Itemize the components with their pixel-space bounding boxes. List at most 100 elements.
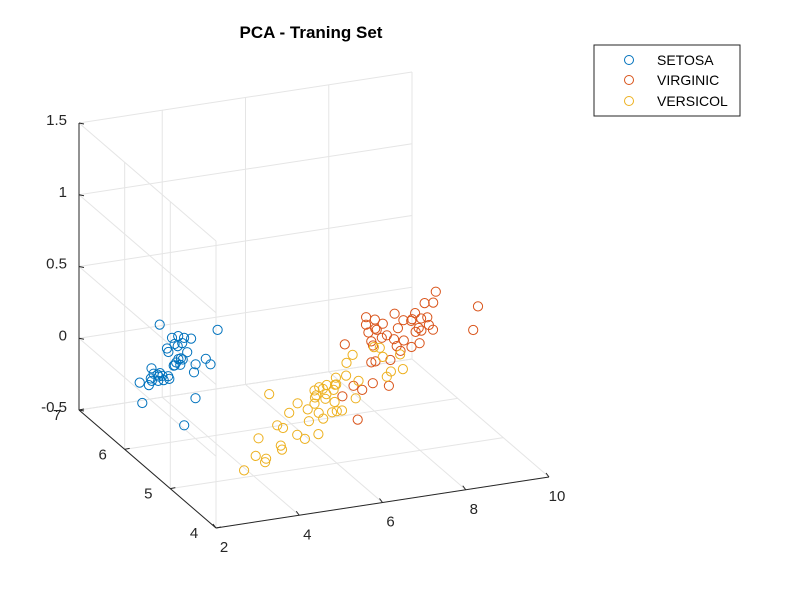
data-point-versicol: [250, 450, 261, 461]
data-point-versicol: [327, 407, 338, 418]
series-virginic: [337, 286, 484, 425]
data-point-virginic: [410, 326, 421, 337]
data-point-setosa: [157, 370, 168, 381]
data-point-versicol: [328, 384, 339, 395]
data-point-setosa: [179, 420, 190, 431]
data-point-versicol: [381, 371, 392, 382]
y-tick-label: 6: [98, 446, 106, 463]
x-tick-label: 10: [549, 488, 566, 505]
data-point-setosa: [154, 368, 166, 379]
data-point-virginic: [423, 319, 434, 331]
z-tick-mark: [78, 337, 85, 340]
gridline-floor-y: [170, 437, 504, 490]
z-tick-mark: [78, 266, 85, 268]
data-point-setosa: [177, 354, 188, 365]
data-point-versicol: [272, 420, 283, 431]
data-point-versicol: [309, 385, 320, 396]
data-point-virginic: [339, 339, 350, 350]
data-point-virginic: [360, 319, 372, 330]
data-point-versicol: [276, 444, 288, 455]
x-tick-mark: [212, 523, 217, 529]
gridline-left-z: [78, 194, 217, 314]
data-point-virginic: [422, 312, 433, 323]
legend-item-versicol: VERSICOL: [624, 93, 728, 109]
data-point-virginic: [398, 335, 409, 346]
data-point-versicol: [303, 416, 314, 427]
data-point-virginic: [337, 391, 348, 402]
data-point-virginic: [468, 324, 479, 336]
data-point-virginic: [377, 318, 388, 329]
data-point-virginic: [416, 313, 427, 324]
axes-box: [78, 71, 550, 529]
legend-label-setosa: SETOSA: [657, 52, 714, 68]
data-point-virginic: [376, 332, 387, 343]
legend-marker-versicol: [624, 96, 634, 106]
data-point-virginic: [430, 286, 441, 297]
data-point-versicol: [292, 398, 303, 409]
data-point-versicol: [284, 407, 295, 418]
data-point-versicol: [347, 349, 358, 360]
data-point-versicol: [309, 392, 321, 403]
x-tick-mark: [545, 472, 550, 478]
y-tick-mark: [124, 447, 130, 450]
z-tick-mark: [78, 194, 85, 197]
z-tick-mark: [78, 409, 85, 412]
data-point-setosa: [200, 353, 211, 364]
data-point-setosa: [173, 331, 184, 342]
z-tick-mark: [78, 122, 85, 125]
gridline-floor-x: [161, 396, 300, 516]
y-tick-label: 7: [53, 407, 61, 424]
data-point-setosa: [154, 319, 165, 330]
gridline-left-z: [78, 122, 217, 242]
series-setosa: [134, 319, 223, 431]
data-point-virginic: [406, 341, 417, 353]
data-point-setosa: [179, 332, 190, 343]
data-point-virginic: [392, 323, 403, 334]
data-point-versicol: [313, 429, 324, 440]
data-point-versicol: [353, 375, 364, 386]
y-tick-label: 5: [144, 486, 152, 503]
x-tick-mark: [379, 498, 383, 503]
x-tick-label: 8: [470, 501, 478, 518]
x-tick-mark: [295, 510, 300, 516]
data-point-virginic: [366, 357, 377, 368]
data-point-virginic: [406, 315, 417, 326]
data-point-setosa: [137, 397, 148, 409]
gridline-floor-x: [245, 384, 383, 503]
data-point-setosa: [143, 380, 154, 391]
data-point-versicol: [341, 370, 352, 381]
legend-item-setosa: SETOSA: [624, 52, 714, 68]
gridline-left-z: [78, 266, 217, 385]
data-point-virginic: [385, 354, 396, 366]
data-point-virginic: [348, 380, 359, 391]
data-point-versicol: [309, 398, 320, 409]
data-points: [134, 286, 484, 476]
data-point-virginic: [369, 314, 380, 325]
chart-title: PCA - Traning Set: [240, 23, 383, 42]
gridline-floor-x: [328, 371, 467, 491]
data-point-versicol: [329, 396, 340, 408]
data-point-versicol: [341, 357, 352, 368]
z-tick-label: 1.5: [46, 112, 67, 129]
gridline-back-z: [78, 286, 413, 339]
data-point-versicol: [253, 433, 264, 444]
z-tick-label: 0.5: [46, 256, 67, 273]
data-point-virginic: [367, 378, 378, 389]
data-point-versicol: [320, 393, 331, 404]
data-point-virginic: [371, 324, 382, 335]
data-point-setosa: [188, 367, 200, 378]
data-point-versicol: [260, 457, 271, 468]
data-point-versicol: [336, 405, 348, 416]
data-point-setosa: [172, 341, 183, 352]
data-point-setosa: [182, 347, 193, 358]
data-point-virginic: [383, 380, 394, 391]
data-point-virginic: [389, 308, 400, 319]
data-point-setosa: [134, 377, 145, 388]
legend-box: [593, 44, 741, 117]
data-point-versicol: [264, 389, 275, 400]
legend-marker-virginic: [624, 75, 634, 85]
data-point-versicol: [350, 393, 361, 404]
data-point-versicol: [313, 407, 324, 418]
legend-label-virginic: VIRGINIC: [657, 72, 719, 88]
